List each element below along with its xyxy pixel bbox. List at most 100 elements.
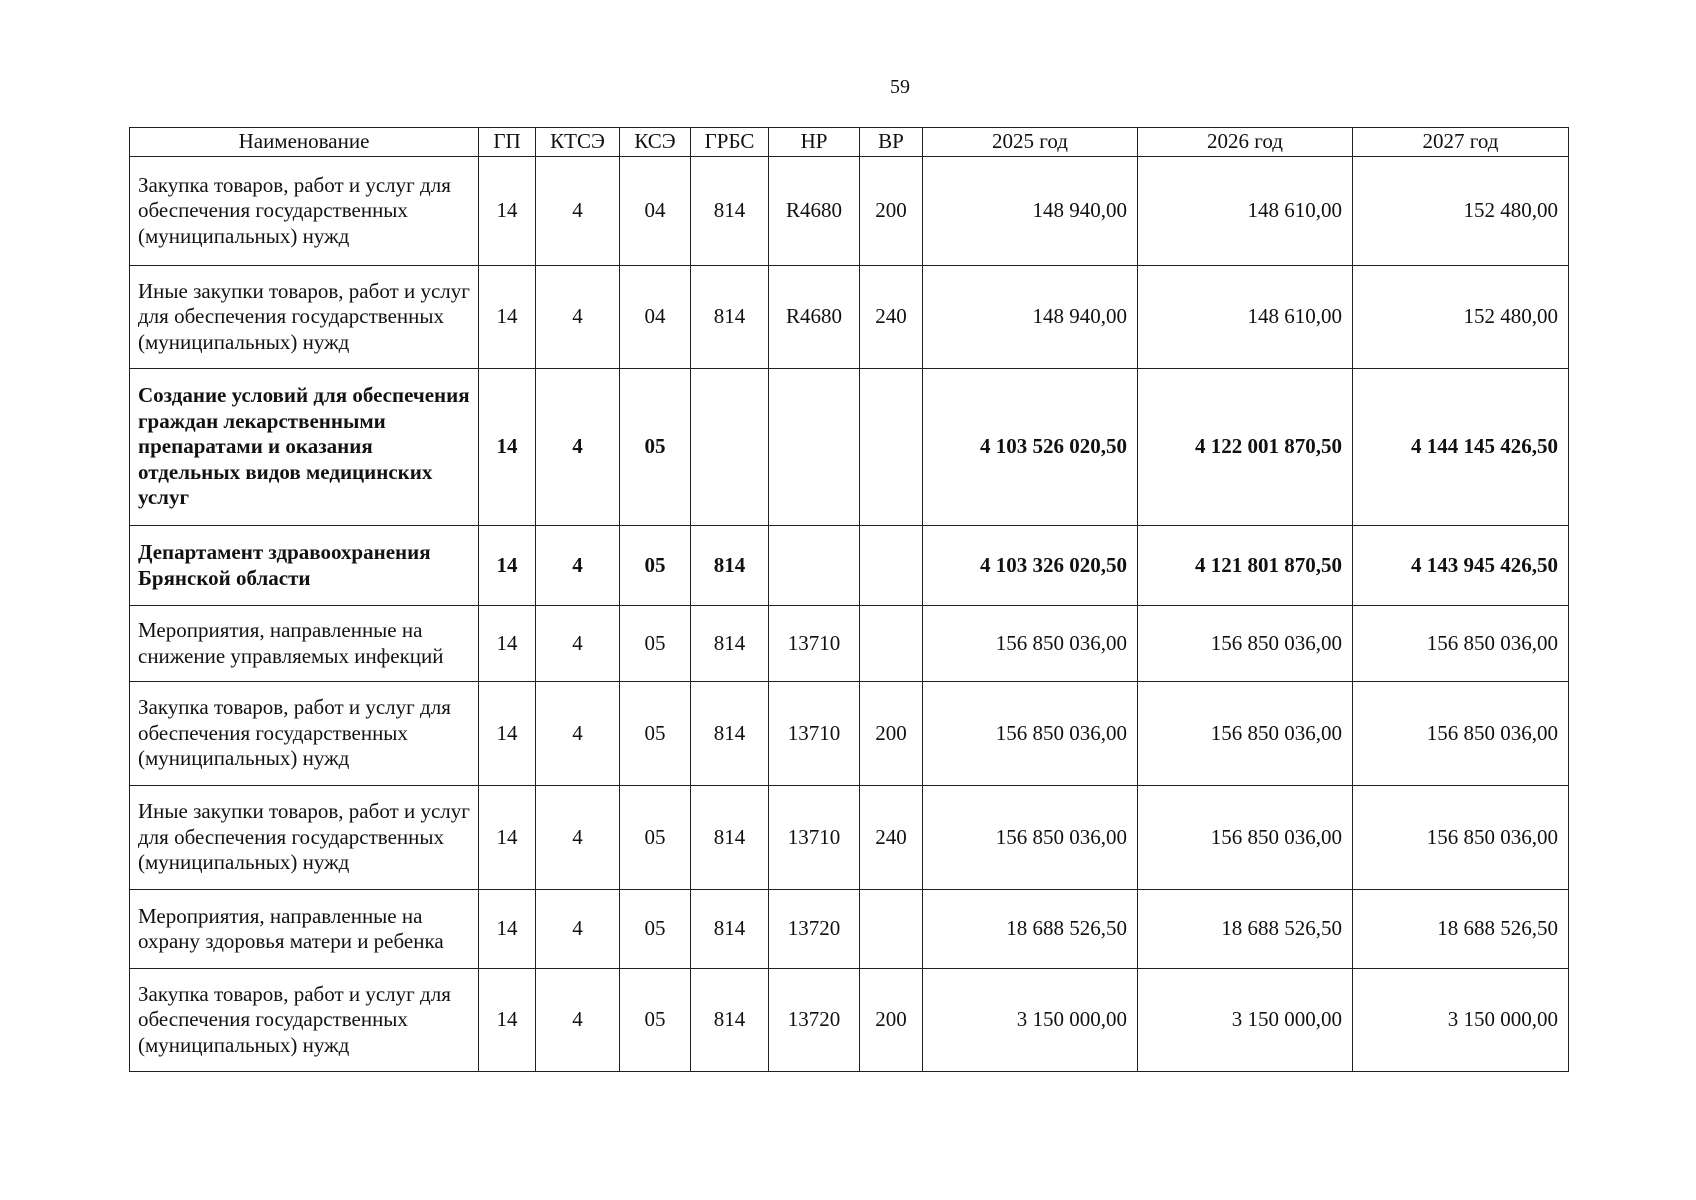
cell-y2026: 156 850 036,00 bbox=[1137, 785, 1353, 890]
cell-ktse: 4 bbox=[535, 525, 620, 606]
table-row: Закупка товаров, работ и услуг для обесп… bbox=[129, 156, 1569, 266]
cell-grbs: 814 bbox=[690, 156, 769, 266]
cell-nr: 13710 bbox=[768, 681, 860, 786]
cell-name: Закупка товаров, работ и услуг для обесп… bbox=[129, 681, 479, 786]
cell-gp: 14 bbox=[478, 265, 536, 369]
table-row: Мероприятия, направленные на охрану здор… bbox=[129, 889, 1569, 969]
cell-gp: 14 bbox=[478, 785, 536, 890]
cell-y2027: 156 850 036,00 bbox=[1352, 785, 1569, 890]
cell-vr: 240 bbox=[859, 785, 923, 890]
cell-ktse: 4 bbox=[535, 681, 620, 786]
cell-y2026: 4 121 801 870,50 bbox=[1137, 525, 1353, 606]
header-row: Наименование ГП КТСЭ КСЭ ГРБС НР ВР 2025 год 202… bbox=[129, 127, 1569, 157]
cell-nr: 13710 bbox=[768, 785, 860, 890]
cell-ktse: 4 bbox=[535, 968, 620, 1072]
cell-grbs: 814 bbox=[690, 681, 769, 786]
cell-ktse: 4 bbox=[535, 265, 620, 369]
cell-y2027: 156 850 036,00 bbox=[1352, 681, 1569, 786]
cell-kse: 05 bbox=[619, 681, 691, 786]
cell-gp: 14 bbox=[478, 368, 536, 526]
column-header-kse: КСЭ bbox=[619, 127, 691, 157]
cell-kse: 05 bbox=[619, 525, 691, 606]
cell-vr: 200 bbox=[859, 681, 923, 786]
cell-name: Мероприятия, направленные на охрану здор… bbox=[129, 889, 479, 969]
cell-y2026: 3 150 000,00 bbox=[1137, 968, 1353, 1072]
column-header-2027: 2027 год bbox=[1352, 127, 1569, 157]
cell-kse: 04 bbox=[619, 156, 691, 266]
table-row: Закупка товаров, работ и услуг для обесп… bbox=[129, 968, 1569, 1072]
cell-vr: 240 bbox=[859, 265, 923, 369]
cell-kse: 05 bbox=[619, 968, 691, 1072]
cell-vr bbox=[859, 525, 923, 606]
cell-vr: 200 bbox=[859, 156, 923, 266]
cell-y2026: 148 610,00 bbox=[1137, 265, 1353, 369]
cell-gp: 14 bbox=[478, 968, 536, 1072]
cell-ktse: 4 bbox=[535, 785, 620, 890]
table-row: Иные закупки товаров, работ и услуг для … bbox=[129, 785, 1569, 890]
cell-nr bbox=[768, 525, 860, 606]
cell-nr: 13720 bbox=[768, 889, 860, 969]
cell-grbs: 814 bbox=[690, 785, 769, 890]
cell-y2025: 3 150 000,00 bbox=[922, 968, 1138, 1072]
cell-nr: 13720 bbox=[768, 968, 860, 1072]
cell-grbs: 814 bbox=[690, 605, 769, 682]
cell-name: Закупка товаров, работ и услуг для обесп… bbox=[129, 156, 479, 266]
cell-gp: 14 bbox=[478, 605, 536, 682]
column-header-2025: 2025 год bbox=[922, 127, 1138, 157]
cell-vr bbox=[859, 605, 923, 682]
cell-y2026: 148 610,00 bbox=[1137, 156, 1353, 266]
cell-y2025: 156 850 036,00 bbox=[922, 681, 1138, 786]
cell-y2027: 3 150 000,00 bbox=[1352, 968, 1569, 1072]
cell-y2025: 148 940,00 bbox=[922, 156, 1138, 266]
cell-ktse: 4 bbox=[535, 156, 620, 266]
budget-table: Наименование ГП КТСЭ КСЭ ГРБС НР ВР 2025 год 202… bbox=[129, 127, 1569, 1072]
cell-vr: 200 bbox=[859, 968, 923, 1072]
column-header-vr: ВР bbox=[859, 127, 923, 157]
cell-y2025: 156 850 036,00 bbox=[922, 785, 1138, 890]
cell-kse: 05 bbox=[619, 785, 691, 890]
page-number: 59 bbox=[890, 76, 910, 98]
cell-grbs: 814 bbox=[690, 968, 769, 1072]
cell-y2025: 156 850 036,00 bbox=[922, 605, 1138, 682]
table-row: Иные закупки товаров, работ и услуг для … bbox=[129, 265, 1569, 369]
cell-y2026: 156 850 036,00 bbox=[1137, 681, 1353, 786]
cell-y2025: 4 103 326 020,50 bbox=[922, 525, 1138, 606]
cell-grbs: 814 bbox=[690, 265, 769, 369]
cell-kse: 05 bbox=[619, 605, 691, 682]
cell-y2026: 4 122 001 870,50 bbox=[1137, 368, 1353, 526]
cell-nr: R4680 bbox=[768, 156, 860, 266]
column-header-gp: ГП bbox=[478, 127, 536, 157]
cell-y2027: 152 480,00 bbox=[1352, 156, 1569, 266]
cell-y2025: 18 688 526,50 bbox=[922, 889, 1138, 969]
cell-kse: 05 bbox=[619, 368, 691, 526]
cell-name: Создание условий для обеспечения граждан… bbox=[129, 368, 479, 526]
cell-gp: 14 bbox=[478, 525, 536, 606]
cell-y2026: 18 688 526,50 bbox=[1137, 889, 1353, 969]
cell-name: Закупка товаров, работ и услуг для обесп… bbox=[129, 968, 479, 1072]
table-row: Департамент здравоохранения Брянской обл… bbox=[129, 525, 1569, 606]
cell-name: Иные закупки товаров, работ и услуг для … bbox=[129, 785, 479, 890]
cell-y2027: 152 480,00 bbox=[1352, 265, 1569, 369]
cell-nr: R4680 bbox=[768, 265, 860, 369]
table-row: Закупка товаров, работ и услуг для обесп… bbox=[129, 681, 1569, 786]
cell-y2027: 4 144 145 426,50 bbox=[1352, 368, 1569, 526]
cell-ktse: 4 bbox=[535, 889, 620, 969]
column-header-ktse: КТСЭ bbox=[535, 127, 620, 157]
cell-grbs bbox=[690, 368, 769, 526]
cell-kse: 04 bbox=[619, 265, 691, 369]
table-row: Мероприятия, направленные на снижение уп… bbox=[129, 605, 1569, 682]
column-header-2026: 2026 год bbox=[1137, 127, 1353, 157]
column-header-name: Наименование bbox=[129, 127, 479, 157]
cell-y2025: 148 940,00 bbox=[922, 265, 1138, 369]
column-header-nr: НР bbox=[768, 127, 860, 157]
cell-y2025: 4 103 526 020,50 bbox=[922, 368, 1138, 526]
cell-grbs: 814 bbox=[690, 889, 769, 969]
cell-kse: 05 bbox=[619, 889, 691, 969]
column-header-grbs: ГРБС bbox=[690, 127, 769, 157]
cell-gp: 14 bbox=[478, 889, 536, 969]
cell-name: Иные закупки товаров, работ и услуг для … bbox=[129, 265, 479, 369]
cell-y2027: 18 688 526,50 bbox=[1352, 889, 1569, 969]
cell-gp: 14 bbox=[478, 156, 536, 266]
cell-gp: 14 bbox=[478, 681, 536, 786]
cell-y2027: 4 143 945 426,50 bbox=[1352, 525, 1569, 606]
